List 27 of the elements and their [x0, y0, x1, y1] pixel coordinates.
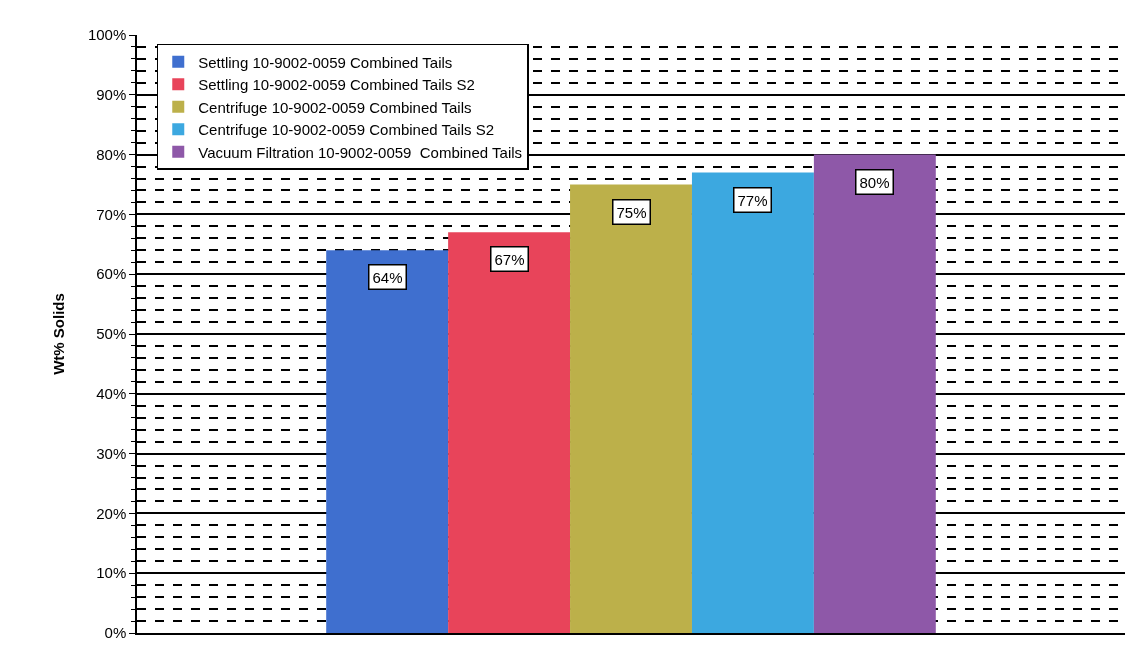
- legend-label: Settling 10-9002-0059 Combined Tails S2: [198, 76, 475, 94]
- legend-label: Centrifuge 10-9002-0059 Combined Tails S2: [198, 121, 495, 139]
- data-label: 80%: [859, 173, 890, 191]
- y-tick-label: 10%: [96, 564, 127, 582]
- y-tick-label: 50%: [96, 325, 127, 343]
- bar: [326, 250, 449, 633]
- legend-label: Vacuum Filtration 10-9002-0059 Combined Tails: [198, 143, 523, 161]
- y-tick-label: 90%: [96, 86, 127, 104]
- legend-label: Settling 10-9002-0059 Combined Tails: [198, 53, 453, 71]
- bar: [448, 232, 571, 633]
- data-label: 77%: [737, 191, 768, 209]
- bar: [570, 184, 692, 633]
- y-axis-title: Wt% Solids: [49, 293, 67, 375]
- data-label: 67%: [494, 250, 525, 268]
- data-label: 64%: [372, 268, 403, 286]
- bar: [813, 154, 936, 633]
- bar: [691, 172, 814, 633]
- y-tick-label: 80%: [96, 145, 127, 163]
- y-tick-label: 40%: [96, 385, 127, 403]
- y-tick-label: 30%: [96, 444, 127, 462]
- y-tick-label: 70%: [96, 205, 127, 223]
- data-label: 75%: [616, 203, 647, 221]
- y-tick-label: 20%: [96, 504, 127, 522]
- legend-label: Centrifuge 10-9002-0059 Combined Tails: [198, 98, 472, 116]
- y-tick-label: 60%: [96, 265, 127, 283]
- y-tick-label: 100%: [87, 26, 127, 44]
- y-tick-label: 0%: [104, 624, 127, 642]
